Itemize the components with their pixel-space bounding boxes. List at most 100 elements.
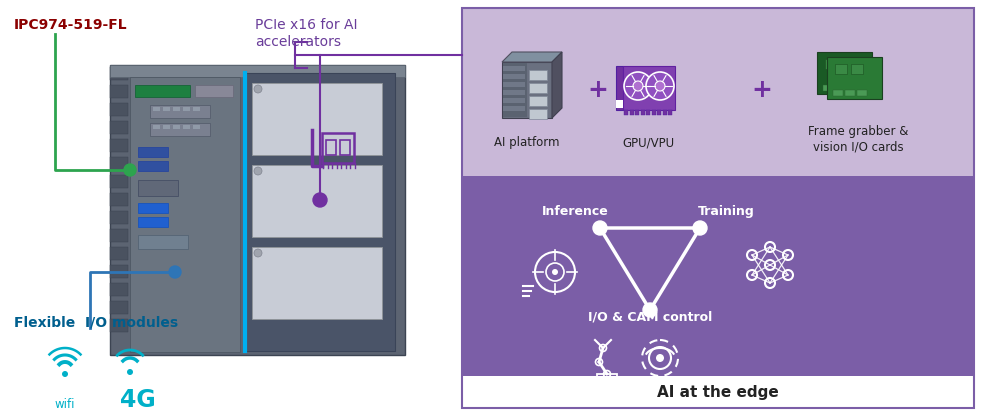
Polygon shape	[575, 176, 715, 218]
Bar	[110, 65, 405, 77]
Bar	[503, 98, 525, 103]
Circle shape	[313, 193, 327, 207]
Bar	[110, 229, 128, 242]
Bar	[138, 161, 168, 171]
Bar	[138, 203, 168, 213]
Bar	[624, 110, 628, 115]
Circle shape	[552, 269, 558, 275]
Bar	[110, 193, 128, 206]
Bar	[110, 85, 128, 98]
Polygon shape	[502, 52, 562, 62]
Bar	[195, 85, 233, 97]
Bar	[529, 96, 547, 106]
Bar	[462, 8, 974, 408]
Text: Inference: Inference	[541, 205, 608, 218]
Bar	[173, 107, 180, 111]
Circle shape	[643, 303, 657, 317]
Bar	[827, 57, 882, 99]
Bar	[326, 140, 336, 155]
Circle shape	[633, 81, 643, 91]
Bar	[138, 147, 168, 157]
Bar	[529, 109, 547, 119]
Bar	[651, 110, 655, 115]
Bar	[817, 52, 872, 94]
Bar	[857, 90, 867, 96]
Circle shape	[593, 221, 607, 235]
Bar	[340, 140, 350, 155]
Circle shape	[624, 72, 652, 100]
Bar	[529, 83, 547, 93]
Bar	[833, 90, 843, 96]
Bar	[529, 70, 547, 80]
Bar	[503, 106, 525, 111]
Bar	[597, 374, 617, 379]
Bar	[193, 125, 200, 129]
Text: Flexible  I/O modules: Flexible I/O modules	[14, 315, 178, 329]
Text: Training: Training	[698, 205, 755, 218]
Bar	[110, 301, 128, 314]
Bar	[825, 59, 837, 69]
Bar	[110, 121, 128, 134]
Bar	[462, 176, 974, 376]
Circle shape	[693, 221, 707, 235]
Bar	[110, 211, 128, 224]
Bar	[462, 376, 974, 408]
Bar	[153, 125, 160, 129]
Bar	[623, 66, 675, 110]
Bar	[847, 85, 857, 91]
Bar	[110, 103, 128, 116]
Bar	[163, 107, 170, 111]
Bar	[503, 82, 525, 87]
Text: wifi: wifi	[55, 398, 75, 411]
Bar	[110, 65, 405, 355]
Bar	[851, 64, 863, 74]
Text: GPU/VPU: GPU/VPU	[622, 136, 674, 149]
Bar	[841, 59, 853, 69]
Bar	[245, 73, 395, 351]
Bar	[150, 123, 210, 136]
Bar	[110, 283, 128, 296]
Bar	[183, 107, 190, 111]
Bar	[110, 157, 128, 170]
Circle shape	[254, 85, 262, 93]
Bar	[130, 77, 240, 352]
Bar	[150, 105, 210, 118]
Circle shape	[169, 266, 181, 278]
Bar	[657, 110, 661, 115]
Bar	[110, 265, 128, 278]
Bar	[635, 110, 639, 115]
Bar	[138, 180, 178, 196]
Text: I/O & CAM control: I/O & CAM control	[587, 311, 712, 324]
Bar	[138, 235, 188, 249]
Circle shape	[656, 354, 664, 362]
Polygon shape	[552, 52, 562, 118]
Text: +: +	[587, 78, 608, 102]
Bar	[110, 67, 128, 80]
Bar	[503, 90, 525, 95]
Circle shape	[254, 167, 262, 175]
Bar	[110, 319, 128, 332]
Bar	[662, 110, 666, 115]
Circle shape	[655, 81, 665, 91]
Circle shape	[124, 164, 136, 176]
Bar	[322, 133, 354, 163]
Bar	[835, 64, 847, 74]
Bar	[252, 247, 382, 319]
Circle shape	[254, 249, 262, 257]
Bar	[110, 247, 128, 260]
Bar	[823, 85, 833, 91]
Bar	[502, 62, 552, 118]
Bar	[252, 165, 382, 237]
Bar	[163, 125, 170, 129]
Text: Frame grabber &
vision I/O cards: Frame grabber & vision I/O cards	[808, 125, 908, 154]
Bar	[503, 63, 527, 117]
Bar	[173, 125, 180, 129]
Bar	[845, 90, 855, 96]
Bar	[646, 110, 650, 115]
Bar	[503, 66, 525, 71]
Text: IPC974-519-FL: IPC974-519-FL	[14, 18, 128, 32]
Bar	[252, 83, 382, 155]
Bar	[193, 107, 200, 111]
Bar	[835, 85, 845, 91]
Bar	[668, 110, 672, 115]
